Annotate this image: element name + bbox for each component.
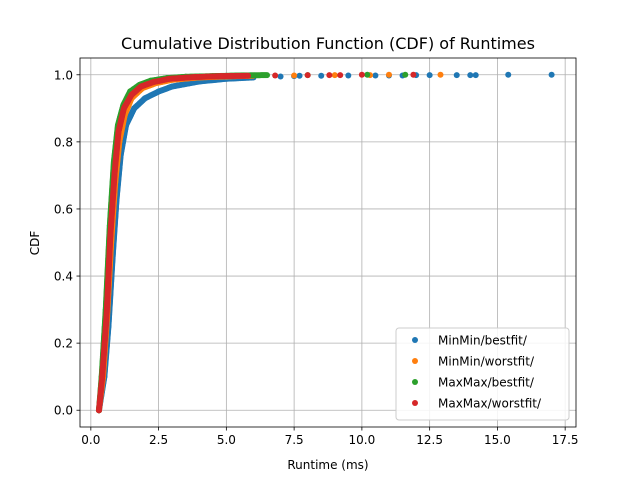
data-point (190, 74, 197, 81)
legend-marker (412, 358, 418, 364)
data-point (364, 71, 371, 78)
data-point (345, 72, 352, 79)
data-point (131, 105, 138, 112)
data-point (128, 91, 135, 98)
data-point (277, 73, 284, 80)
x-tick-label: 0.0 (81, 433, 100, 447)
y-tick-label: 0.2 (54, 337, 73, 351)
data-point (472, 72, 479, 79)
data-points (95, 71, 555, 414)
data-point (358, 71, 365, 78)
data-point (426, 72, 433, 79)
data-point (99, 373, 106, 380)
axes (79, 57, 577, 428)
data-point (264, 72, 271, 79)
data-point (296, 72, 303, 79)
data-point (453, 72, 460, 79)
legend: MinMin/bestfit/MinMin/worstfit/MaxMax/be… (395, 327, 570, 421)
legend-box (395, 327, 570, 421)
x-tick-label: 5.0 (217, 433, 236, 447)
data-point (467, 72, 474, 79)
x-tick-label: 15.0 (484, 433, 511, 447)
x-tick-label: 7.5 (285, 433, 304, 447)
x-axis-label: Runtime (ms) (287, 458, 368, 472)
data-point (385, 71, 392, 78)
data-point (548, 71, 555, 78)
data-point (111, 169, 118, 176)
data-point (245, 72, 252, 79)
data-point (410, 71, 417, 78)
data-point (115, 128, 122, 135)
ticks: 0.0 2.5 5.0 7.5 10.0 12.5 15.0 17.5 0.0 0.2 0.4 0.6… (54, 68, 579, 447)
x-tick-label: 12.5 (416, 433, 443, 447)
y-tick-label: 1.0 (54, 68, 73, 82)
y-tick-label: 0.4 (54, 270, 73, 284)
y-tick-label: 0.6 (54, 202, 73, 216)
data-point (217, 73, 224, 80)
data-point (137, 83, 144, 90)
x-tick-label: 2.5 (149, 433, 168, 447)
data-point (437, 71, 444, 78)
y-tick-label: 0.0 (54, 404, 73, 418)
legend-label: MaxMax/bestfit/ (438, 376, 535, 390)
y-tick-label: 0.8 (54, 135, 73, 149)
axes-frame (79, 57, 577, 428)
chart-title: Cumulative Distribution Function (CDF) o… (121, 34, 535, 53)
x-tick-label: 17.5 (552, 433, 579, 447)
data-point (304, 72, 311, 79)
data-point (326, 72, 333, 79)
data-point (291, 72, 298, 79)
data-point (95, 407, 102, 414)
y-axis-label: CDF (28, 231, 42, 256)
data-point (155, 88, 162, 95)
series-3 (95, 71, 417, 414)
legend-marker (412, 379, 418, 385)
data-point (120, 105, 127, 112)
data-point (103, 313, 110, 320)
data-point (372, 72, 379, 79)
data-point (150, 79, 157, 86)
data-point (166, 75, 173, 82)
legend-marker (412, 400, 418, 406)
data-point (318, 72, 325, 79)
data-point (402, 71, 409, 78)
data-point (142, 95, 149, 102)
data-point (107, 232, 114, 239)
data-point (337, 72, 344, 79)
data-point (331, 72, 338, 79)
data-point (169, 83, 176, 90)
data-point (272, 72, 279, 79)
legend-marker (412, 337, 418, 343)
legend-label: MinMin/bestfit/ (438, 334, 528, 348)
legend-label: MinMin/worstfit/ (438, 355, 535, 369)
legend-label: MaxMax/worstfit/ (438, 397, 542, 411)
x-tick-label: 10.0 (349, 433, 376, 447)
data-point (505, 71, 512, 78)
